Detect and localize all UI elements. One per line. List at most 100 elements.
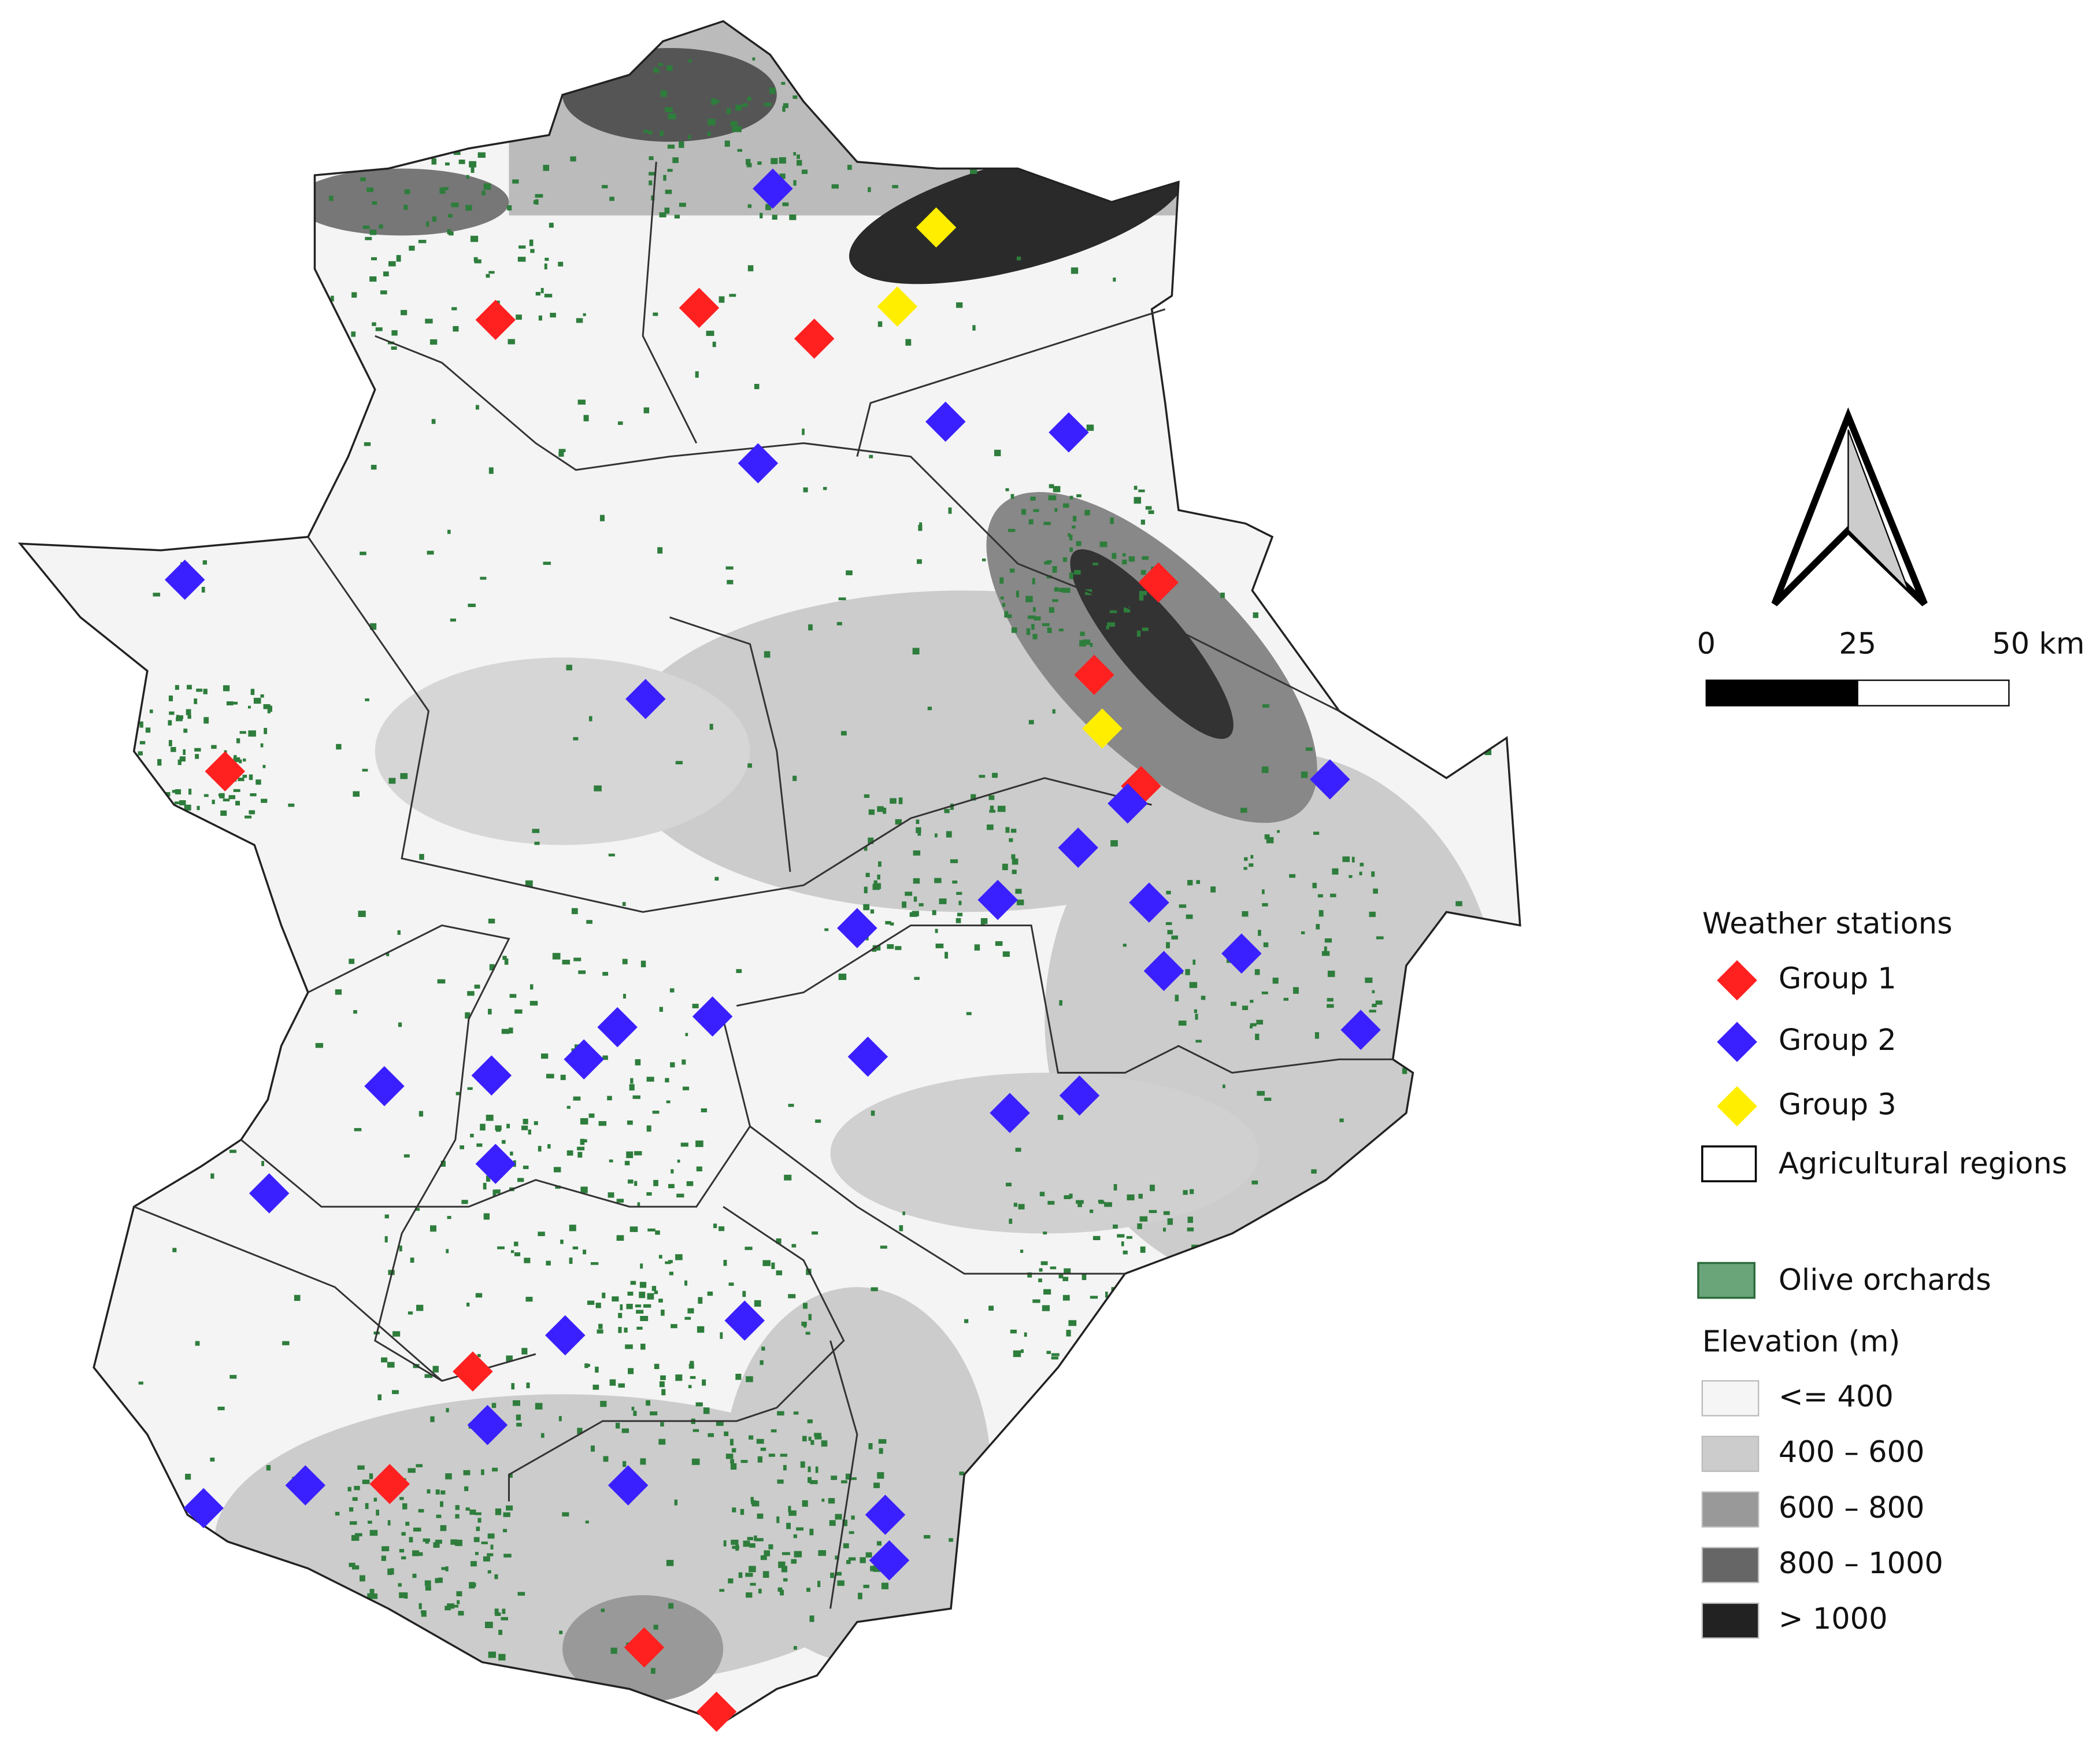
olive-speck [688, 1385, 692, 1389]
olive-speck [692, 1004, 699, 1008]
olive-speck [1054, 587, 1059, 592]
olive-speck [118, 1539, 121, 1543]
olive-speck [164, 804, 169, 808]
olive-speck [1369, 1009, 1376, 1013]
olive-speck [1277, 297, 1282, 302]
olive-speck [646, 1077, 654, 1082]
olive-speck [418, 1509, 424, 1513]
olive-speck [740, 1460, 748, 1463]
olive-speck [868, 809, 875, 815]
olive-speck [1134, 497, 1142, 504]
olive-speck [1486, 295, 1492, 301]
olive-speck [311, 1603, 318, 1608]
olive-speck [658, 1299, 663, 1303]
olive-speck [1018, 1204, 1025, 1210]
olive-speck [913, 896, 917, 902]
olive-speck [1069, 547, 1073, 552]
olive-speck [772, 214, 777, 220]
olive-speck [266, 1464, 271, 1471]
station [164, 560, 205, 600]
olive-speck [1373, 888, 1378, 894]
olive-speck [615, 1422, 620, 1429]
olive-speck [1052, 566, 1057, 573]
olive-speck [760, 1360, 764, 1365]
olive-speck [502, 1608, 506, 1614]
olive-speck [249, 810, 255, 815]
legend-title: Weather stations [1702, 907, 1953, 941]
olive-speck [161, 807, 166, 812]
olive-speck [398, 1022, 402, 1027]
olive-speck [1099, 541, 1108, 548]
olive-speck [488, 467, 494, 474]
olive-speck [555, 1185, 561, 1189]
olive-speck [495, 1612, 501, 1616]
olive-speck [870, 909, 875, 914]
olive-speck [1005, 827, 1010, 833]
olive-speck [1040, 1261, 1048, 1266]
station [471, 1055, 512, 1096]
olive-speck [506, 1123, 510, 1129]
olive-speck [318, 66, 327, 70]
olive-speck [796, 160, 802, 166]
olive-speck [835, 1555, 839, 1560]
olive-speck [777, 1587, 783, 1592]
olive-speck [812, 1231, 818, 1235]
olive-speck [1186, 1311, 1192, 1318]
olive-speck [1289, 874, 1296, 878]
olive-speck [1053, 486, 1061, 493]
legend-label: 400 – 600 [1779, 1436, 1924, 1470]
olive-speck [914, 977, 920, 980]
olive-speck [184, 804, 191, 811]
olive-speck [779, 157, 786, 164]
olive-speck [675, 761, 683, 764]
region-border [375, 335, 1340, 712]
olive-speck [1092, 1236, 1101, 1241]
olive-speck [445, 162, 450, 166]
olive-speck [934, 878, 942, 883]
olive-speck [1107, 622, 1115, 627]
olive-speck [1167, 930, 1173, 935]
olive-speck [1187, 1227, 1194, 1231]
olive-speck [1016, 899, 1024, 905]
olive-speck [616, 1199, 624, 1203]
olive-speck [1038, 1278, 1042, 1282]
olive-speck [756, 1438, 764, 1444]
olive-speck [578, 970, 586, 974]
olive-speck [1456, 307, 1465, 310]
olive-speck [583, 313, 586, 316]
olive-speck [1232, 1664, 1238, 1671]
olive-speck [325, 1677, 332, 1684]
olive-speck [461, 1200, 468, 1204]
north-arrow-hatch [1847, 429, 1909, 591]
olive-speck [1328, 1440, 1331, 1446]
olive-speck [514, 1252, 521, 1256]
olive-speck [1057, 1115, 1064, 1120]
olive-speck [881, 1582, 889, 1589]
olive-speck [389, 161, 394, 165]
olive-speck [635, 1304, 642, 1308]
olive-speck [714, 99, 720, 103]
olive-speck [480, 1123, 486, 1131]
legend-label: > 1000 [1779, 1602, 1888, 1636]
olive-speck [447, 530, 451, 534]
olive-speck [236, 738, 240, 744]
olive-speck [1069, 572, 1073, 579]
olive-speck [708, 1433, 714, 1437]
olive-speck [475, 1293, 483, 1298]
olive-speck [1357, 1607, 1362, 1612]
olive-speck [887, 944, 894, 949]
olive-speck [635, 1059, 641, 1066]
olive-speck [465, 1507, 470, 1511]
olive-speck [1301, 135, 1310, 141]
olive-speck [535, 291, 540, 296]
olive-speck [1015, 1148, 1021, 1152]
olive-speck [138, 1381, 143, 1385]
station [205, 751, 246, 792]
olive-speck [703, 1407, 710, 1414]
olive-speck [537, 128, 540, 136]
olive-speck [719, 1589, 725, 1592]
olive-speck [1080, 631, 1085, 637]
olive-speck [1113, 1224, 1118, 1229]
region-border [856, 308, 1166, 457]
